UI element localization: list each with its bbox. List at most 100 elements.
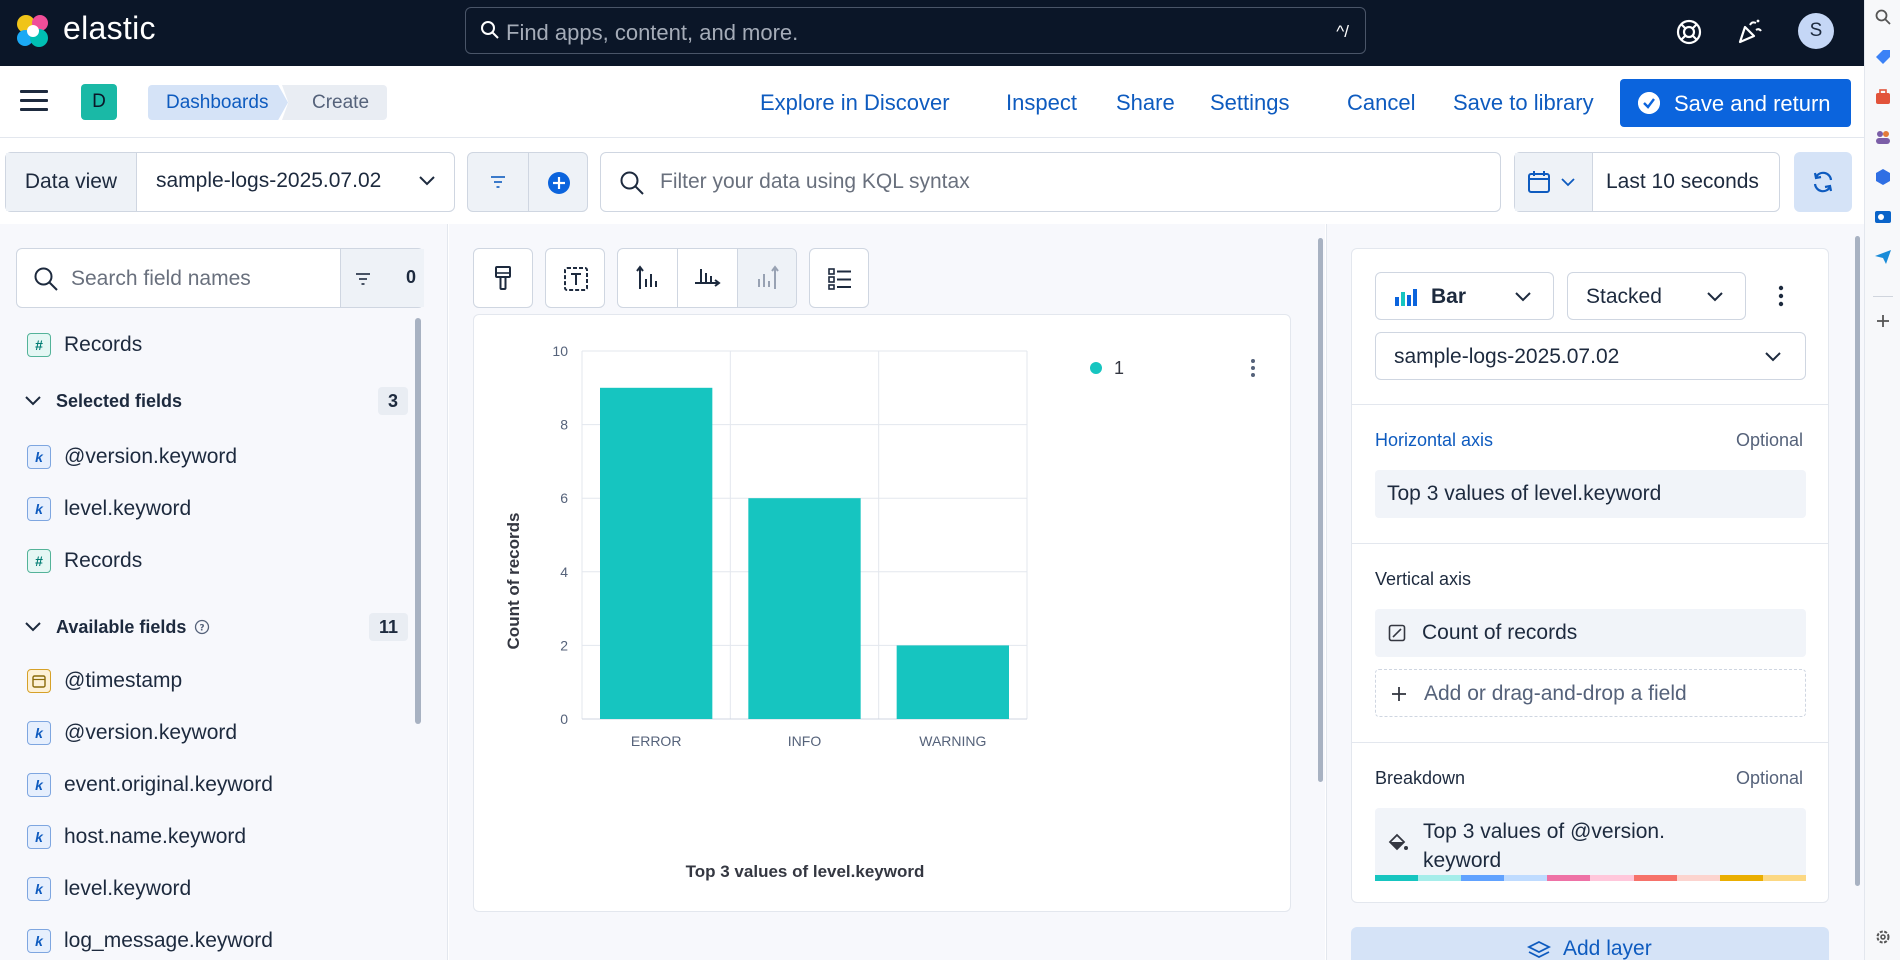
send-icon[interactable] [1874, 248, 1892, 266]
field-list-panel: Search field names 0 # Records Selected … [0, 224, 448, 960]
dimension-value: Count of records [1422, 621, 1578, 644]
news-party-icon[interactable] [1732, 15, 1766, 49]
field-item[interactable]: k @version.keyword [27, 718, 237, 748]
bar-error[interactable] [600, 387, 713, 719]
info-icon[interactable]: ? [194, 619, 210, 635]
kql-query-input[interactable]: Filter your data using KQL syntax [600, 152, 1501, 212]
cancel-link[interactable]: Cancel [1347, 90, 1416, 115]
bar-info[interactable] [748, 498, 861, 719]
legend-entry[interactable]: 1 [1114, 358, 1124, 378]
y-tick-label: 0 [560, 711, 568, 727]
field-item[interactable]: k level.keyword [27, 494, 191, 524]
palette-bucket-icon [1388, 833, 1408, 851]
quick-menu-button[interactable] [1515, 153, 1593, 211]
chevron-down-icon [1515, 292, 1531, 302]
more-actions-icon[interactable] [1251, 359, 1255, 377]
records-field[interactable]: # Records [27, 330, 142, 360]
rail-divider [1873, 296, 1893, 297]
help-icon[interactable] [1672, 15, 1706, 49]
palette-swatch [1547, 875, 1591, 881]
palette-swatch [1762, 875, 1806, 881]
right-axis-button[interactable] [738, 249, 796, 307]
workspace-scrollbar[interactable] [1318, 238, 1323, 782]
save-and-return-button[interactable]: Save and return [1620, 79, 1851, 127]
palette-swatch [1633, 875, 1677, 881]
chart-type-select[interactable]: Bar [1375, 272, 1554, 320]
dimension-value: Top 3 values of @version. keyword [1423, 817, 1665, 875]
settings-link[interactable]: Settings [1210, 90, 1290, 115]
people-icon[interactable] [1874, 128, 1892, 146]
layer-data-view-select[interactable]: sample-logs-2025.07.02 [1375, 332, 1806, 380]
plus-icon [1392, 687, 1406, 701]
layer-data-view-value: sample-logs-2025.07.02 [1394, 345, 1620, 368]
global-search-input[interactable]: Find apps, content, and more. ^/ [465, 7, 1366, 54]
vertical-axis-dimension[interactable]: Count of records [1375, 609, 1806, 657]
field-search-input[interactable]: Search field names 0 [16, 248, 424, 308]
legend-settings-button[interactable] [809, 248, 869, 308]
filter-icon[interactable] [490, 175, 506, 189]
field-list-scrollbar[interactable] [415, 318, 421, 724]
field-name: @version.keyword [64, 445, 238, 468]
field-type-filter-button[interactable] [340, 249, 424, 307]
copilot-icon[interactable] [1874, 168, 1892, 186]
config-scrollbar[interactable] [1855, 236, 1860, 886]
search-icon [34, 267, 58, 291]
field-filter-count: 0 [406, 267, 417, 287]
add-layer-button[interactable]: Add layer [1351, 927, 1829, 960]
list-icon [828, 268, 851, 290]
data-view-picker[interactable]: Data view sample-logs-2025.07.02 [5, 152, 455, 212]
field-name: Records [64, 333, 143, 356]
field-item[interactable]: k level.keyword [27, 874, 191, 904]
left-axis-icon[interactable] [634, 265, 662, 291]
horizontal-axis-dimension[interactable]: Top 3 values of level.keyword [1375, 470, 1806, 518]
legend-swatch [1090, 362, 1102, 374]
field-item[interactable]: k @version.keyword [27, 442, 237, 472]
outlook-icon[interactable] [1874, 208, 1892, 226]
dimension-value: Top 3 values of level.keyword [1387, 482, 1662, 505]
field-item[interactable]: k event.original.keyword [27, 770, 273, 800]
available-fields-header[interactable]: Available fields ? 11 [24, 612, 408, 642]
field-name: level.keyword [64, 877, 192, 900]
field-item[interactable]: # Records [27, 546, 142, 576]
share-link[interactable]: Share [1116, 90, 1175, 115]
breadcrumb-dashboards[interactable]: Dashboards [148, 85, 288, 120]
field-item[interactable]: @timestamp [27, 666, 182, 696]
date-picker[interactable]: Last 10 seconds [1514, 152, 1780, 212]
chevron-down-icon [1765, 352, 1781, 362]
tag-icon[interactable] [1874, 48, 1892, 66]
refresh-button[interactable] [1794, 152, 1852, 212]
inspect-link[interactable]: Inspect [1006, 90, 1077, 115]
elastic-logo-icon[interactable] [14, 12, 52, 50]
titles-text-button[interactable] [545, 248, 605, 308]
add-filter-icon[interactable] [547, 171, 571, 195]
add-field-dropzone[interactable]: Add or drag-and-drop a field [1375, 669, 1806, 717]
chart-panel: 0 2 4 6 8 10 ERROR INFO WARNING Count of record… [473, 314, 1291, 912]
menu-icon[interactable] [20, 90, 48, 112]
chevron-down-icon [419, 176, 435, 186]
palette-swatch [1590, 875, 1634, 881]
user-avatar[interactable]: S [1798, 13, 1834, 49]
x-axis-label: Top 3 values of level.keyword [686, 862, 925, 881]
chart-type-value: Bar [1431, 285, 1467, 308]
add-layer-label: Add layer [1563, 937, 1652, 960]
appearance-button[interactable] [473, 248, 533, 308]
add-icon[interactable] [1874, 312, 1892, 330]
bar-warning[interactable] [896, 645, 1009, 719]
y-axis-label: Count of records [504, 513, 523, 650]
briefcase-icon[interactable] [1874, 88, 1892, 106]
selected-fields-header[interactable]: Selected fields 3 [24, 386, 408, 416]
search-icon[interactable] [1874, 8, 1892, 26]
bottom-axis-icon[interactable] [693, 265, 721, 291]
breakdown-dimension[interactable]: Top 3 values of @version. keyword [1375, 808, 1806, 881]
stacking-mode-select[interactable]: Stacked [1567, 272, 1746, 320]
gear-icon[interactable] [1874, 928, 1892, 946]
save-to-library-link[interactable]: Save to library [1453, 90, 1594, 115]
keyword-type-icon: k [27, 497, 51, 521]
explore-in-discover-link[interactable]: Explore in Discover [760, 90, 950, 115]
space-badge[interactable]: D [81, 84, 117, 120]
field-item[interactable]: k host.name.keyword [27, 822, 246, 852]
layer-actions-icon[interactable] [1776, 284, 1786, 308]
field-item[interactable]: k log_message.keyword [27, 926, 273, 956]
palette-swatch [1504, 875, 1548, 881]
data-view-label: Data view [6, 153, 137, 211]
